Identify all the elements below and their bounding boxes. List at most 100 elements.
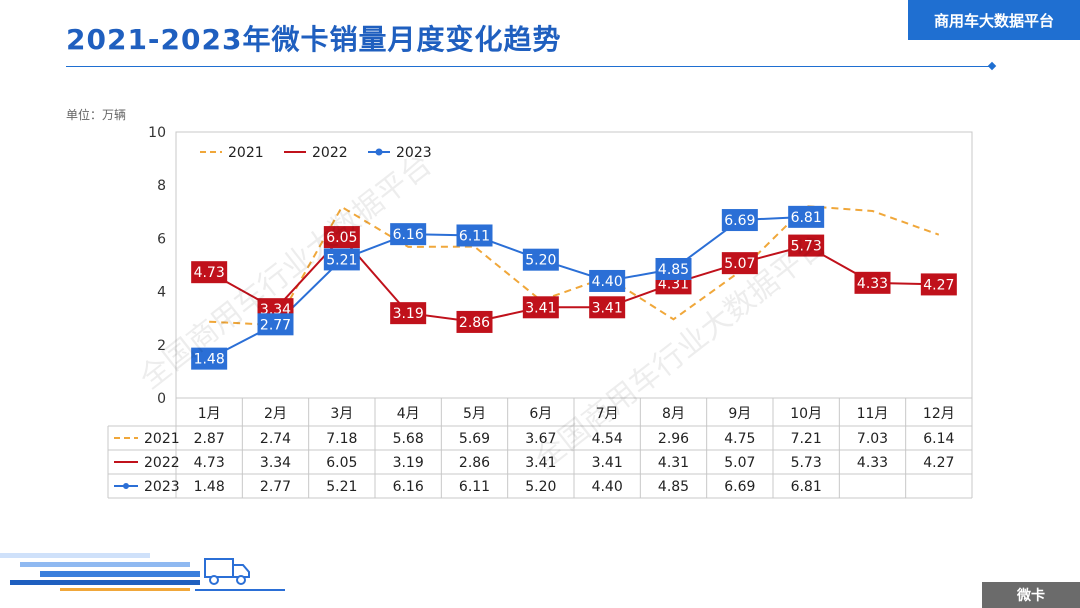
table-cell: 5.68	[393, 431, 424, 447]
data-label-box-2022	[191, 261, 228, 284]
data-label-2023: 1.48	[194, 352, 225, 368]
table-cell: 4.27	[923, 455, 954, 471]
table-cell: 6.16	[393, 479, 424, 495]
table-cell: 5.07	[724, 455, 755, 471]
y-tick-label: 10	[148, 125, 166, 141]
data-label-2023: 5.20	[525, 253, 556, 269]
table-cell: 5.73	[791, 455, 822, 471]
data-label-box-2022	[788, 234, 825, 257]
legend-label-2023: 2023	[396, 145, 432, 161]
category-tag: 微卡	[982, 582, 1080, 608]
x-tick-label: 8月	[662, 406, 685, 422]
legend-label-2022: 2022	[312, 145, 348, 161]
table-row-label: 2022	[144, 455, 180, 471]
table-cell: 6.14	[923, 431, 954, 447]
data-label-box-2023	[522, 248, 559, 271]
data-label-box-2023	[788, 205, 825, 228]
title-divider	[66, 66, 994, 67]
data-label-box-2023	[323, 248, 360, 271]
table-cell: 4.33	[857, 455, 888, 471]
data-label-2022: 5.73	[791, 239, 822, 255]
table-cell: 7.21	[791, 431, 822, 447]
data-label-2022: 4.27	[923, 277, 954, 293]
data-label-2023: 6.81	[791, 210, 822, 226]
unit-label: 单位：万辆	[66, 108, 127, 122]
data-label-2023: 6.69	[724, 213, 755, 229]
legend-key-marker-2023	[375, 148, 383, 156]
data-label-2022: 2.86	[459, 315, 490, 331]
data-label-box-2022	[522, 296, 559, 319]
y-tick-label: 2	[157, 338, 166, 354]
table-cell: 2.77	[260, 479, 291, 495]
table-cell: 3.34	[260, 455, 291, 471]
x-tick-label: 6月	[529, 406, 552, 422]
data-label-box-2023	[589, 269, 626, 292]
table-cell: 3.19	[393, 455, 424, 471]
table-row-label: 2021	[144, 431, 180, 447]
data-label-2023: 6.16	[393, 227, 424, 243]
table-cell: 7.18	[326, 431, 357, 447]
data-label-box-2023	[390, 223, 427, 246]
data-label-box-2022	[854, 271, 891, 294]
data-label-2022: 3.41	[525, 300, 556, 316]
y-tick-label: 0	[157, 391, 166, 407]
data-label-2023: 2.77	[260, 317, 291, 333]
x-tick-label: 1月	[198, 406, 221, 422]
truck-logo-decoration	[0, 553, 285, 591]
data-label-2023: 4.85	[658, 262, 689, 278]
table-cell: 2.86	[459, 455, 490, 471]
watermark-text: 全国商用车行业大数据平台	[133, 147, 438, 396]
data-label-box-2022	[456, 310, 493, 333]
x-tick-label: 2月	[264, 406, 287, 422]
data-label-2022: 3.41	[592, 300, 623, 316]
data-label-2022: 4.33	[857, 276, 888, 292]
data-label-2022: 4.31	[658, 276, 689, 292]
table-cell: 4.40	[592, 479, 623, 495]
data-label-box-2023	[456, 224, 493, 247]
table-cell: 4.73	[194, 455, 225, 471]
legend-label-2021: 2021	[228, 145, 264, 161]
x-tick-label: 12月	[923, 406, 955, 422]
table-cell: 3.41	[592, 455, 623, 471]
x-tick-label: 11月	[857, 406, 889, 422]
table-cell: 4.31	[658, 455, 689, 471]
x-tick-label: 5月	[463, 406, 486, 422]
table-row-label: 2023	[144, 479, 180, 495]
table-cell: 4.54	[592, 431, 623, 447]
y-tick-label: 4	[157, 285, 166, 301]
data-label-box-2022	[323, 226, 360, 249]
table-cell: 3.41	[525, 455, 556, 471]
data-label-2022: 6.05	[326, 230, 357, 246]
data-label-box-2023	[655, 257, 692, 280]
data-label-box-2023	[191, 347, 228, 370]
table-cell: 6.05	[326, 455, 357, 471]
data-label-2023: 4.40	[592, 274, 623, 290]
x-tick-label: 9月	[728, 406, 751, 422]
data-label-box-2022	[589, 296, 626, 319]
table-cell: 2.74	[260, 431, 291, 447]
table-row-key-marker	[123, 483, 129, 489]
table-cell: 2.96	[658, 431, 689, 447]
table-cell: 6.69	[724, 479, 755, 495]
table-cell: 7.03	[857, 431, 888, 447]
x-tick-label: 10月	[790, 406, 822, 422]
data-label-2022: 5.07	[724, 256, 755, 272]
table-cell: 5.20	[525, 479, 556, 495]
brand-badge: 商用车大数据平台	[908, 0, 1080, 40]
table-cell: 6.11	[459, 479, 490, 495]
y-tick-label: 8	[157, 178, 166, 194]
x-tick-label: 7月	[596, 406, 619, 422]
table-cell: 1.48	[194, 479, 225, 495]
table-cell: 6.81	[791, 479, 822, 495]
table-cell: 4.85	[658, 479, 689, 495]
data-label-box-2023	[721, 209, 758, 232]
data-label-box-2023	[257, 313, 294, 336]
data-label-2022: 3.19	[393, 306, 424, 322]
table-cell: 5.21	[326, 479, 357, 495]
series-line-2023	[208, 215, 807, 360]
x-tick-label: 4月	[397, 406, 420, 422]
y-tick-label: 6	[157, 231, 166, 247]
table-cell: 4.75	[724, 431, 755, 447]
data-label-box-2022	[920, 273, 957, 296]
